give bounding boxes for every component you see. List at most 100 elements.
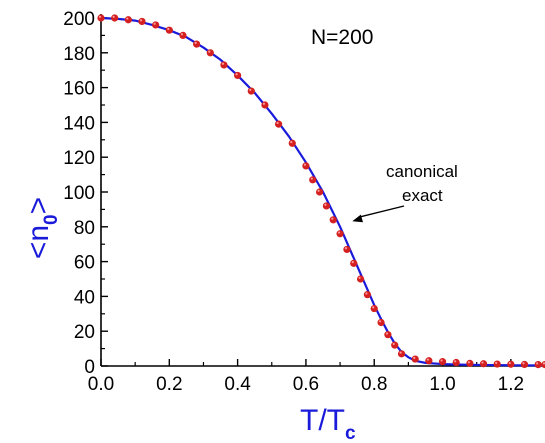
data-point-highlight bbox=[495, 361, 498, 364]
data-point-highlight bbox=[426, 358, 429, 361]
data-point bbox=[261, 101, 269, 109]
x-tick-label: 0.4 bbox=[224, 374, 251, 395]
data-point bbox=[350, 259, 358, 267]
data-point bbox=[97, 14, 105, 22]
x-axis-title-sub: c bbox=[345, 423, 356, 443]
data-point-highlight bbox=[153, 22, 156, 25]
x-axis-title-main: T/T bbox=[300, 404, 345, 437]
data-point bbox=[466, 359, 474, 367]
data-point bbox=[370, 304, 378, 313]
data-point bbox=[541, 361, 545, 369]
data-point-highlight bbox=[454, 360, 457, 363]
data-point bbox=[302, 162, 310, 170]
data-point bbox=[220, 61, 228, 69]
y-tick-label: 0 bbox=[84, 357, 95, 378]
data-point bbox=[309, 176, 317, 184]
data-point bbox=[356, 275, 365, 283]
data-point bbox=[179, 31, 187, 39]
inset-label: N=200 bbox=[311, 26, 373, 49]
data-point-highlight bbox=[536, 362, 539, 365]
data-point bbox=[329, 216, 337, 224]
annotation-arrowhead bbox=[352, 214, 363, 223]
data-point-highlight bbox=[262, 102, 266, 105]
data-point-highlight bbox=[392, 342, 395, 346]
y-axis-title: <n0> bbox=[22, 197, 62, 259]
data-point-highlight bbox=[358, 276, 361, 279]
y-axis-title-open: <n bbox=[22, 225, 55, 259]
data-point-highlight bbox=[180, 33, 184, 36]
data-point-highlight bbox=[331, 217, 334, 220]
y-tick-label: 160 bbox=[63, 79, 95, 100]
data-point-highlight bbox=[337, 231, 341, 234]
data-point-highlight bbox=[221, 62, 225, 65]
axes-layer: 0 20 40 60 80 100 120 140 160 180 200 0.0 0.2 0.4 0.6 0… bbox=[63, 9, 545, 395]
y-tick-label: 60 bbox=[74, 253, 95, 274]
data-point bbox=[322, 202, 331, 210]
data-point-highlight bbox=[303, 163, 307, 166]
x-axis-title: T/Tc bbox=[300, 404, 356, 443]
y-tick-label: 40 bbox=[74, 287, 95, 308]
data-point bbox=[124, 16, 132, 24]
data-point-highlight bbox=[324, 203, 327, 206]
data-point bbox=[425, 357, 433, 365]
x-tick-label: 1.0 bbox=[429, 374, 455, 395]
data-point bbox=[315, 188, 324, 196]
data-point-highlight bbox=[139, 19, 143, 22]
data-point bbox=[288, 139, 296, 147]
data-point bbox=[452, 358, 460, 367]
data-point bbox=[391, 341, 399, 349]
data-point bbox=[275, 120, 283, 128]
data-point-highlight bbox=[365, 292, 368, 295]
data-point bbox=[111, 14, 119, 22]
data-point-highlight bbox=[467, 361, 470, 364]
data-point-highlight bbox=[385, 332, 388, 335]
data-point bbox=[152, 21, 160, 29]
data-point-highlight bbox=[98, 15, 102, 18]
data-point-highlight bbox=[112, 15, 115, 18]
data-point-highlight bbox=[276, 121, 279, 125]
data-point bbox=[206, 49, 214, 57]
annotation-line-1: canonical bbox=[386, 162, 458, 181]
y-tick-label: 120 bbox=[63, 148, 95, 169]
data-point-highlight bbox=[317, 189, 320, 192]
data-point bbox=[247, 87, 255, 95]
data-point bbox=[138, 17, 146, 26]
data-point bbox=[384, 331, 392, 339]
data-point bbox=[397, 350, 406, 358]
data-point bbox=[193, 40, 201, 48]
data-point-highlight bbox=[344, 247, 348, 250]
x-tick-label: 1.2 bbox=[498, 374, 524, 395]
points-layer bbox=[97, 14, 545, 369]
y-tick-label: 200 bbox=[63, 9, 95, 30]
x-tick-label: 0.0 bbox=[88, 374, 114, 395]
data-point-highlight bbox=[194, 41, 197, 45]
data-point bbox=[336, 230, 344, 238]
data-point bbox=[165, 26, 173, 34]
data-point-highlight bbox=[126, 17, 129, 20]
y-tick-label: 80 bbox=[74, 218, 95, 239]
data-point-highlight bbox=[399, 351, 402, 354]
data-point bbox=[438, 358, 447, 366]
data-point bbox=[507, 360, 515, 368]
data-point bbox=[520, 360, 529, 369]
data-point-highlight bbox=[290, 140, 293, 144]
data-point-highlight bbox=[249, 88, 252, 91]
data-point-highlight bbox=[522, 362, 525, 365]
data-point-highlight bbox=[167, 27, 170, 31]
y-tick-label: 180 bbox=[63, 44, 95, 65]
data-point-highlight bbox=[208, 50, 211, 53]
data-point-highlight bbox=[413, 356, 416, 359]
y-axis-title-sub: 0 bbox=[41, 214, 62, 225]
x-tick-label: 0.6 bbox=[293, 374, 319, 395]
y-tick-label: 140 bbox=[63, 113, 95, 134]
annotation-arrow bbox=[358, 205, 405, 218]
annotation-line-2: exact bbox=[402, 186, 443, 205]
y-tick-label: 20 bbox=[74, 322, 95, 343]
x-tick-label: 0.8 bbox=[361, 374, 387, 395]
data-point bbox=[343, 245, 351, 254]
data-point-highlight bbox=[542, 362, 545, 365]
data-point bbox=[363, 291, 371, 299]
data-point bbox=[534, 361, 542, 369]
data-point-highlight bbox=[508, 361, 511, 365]
